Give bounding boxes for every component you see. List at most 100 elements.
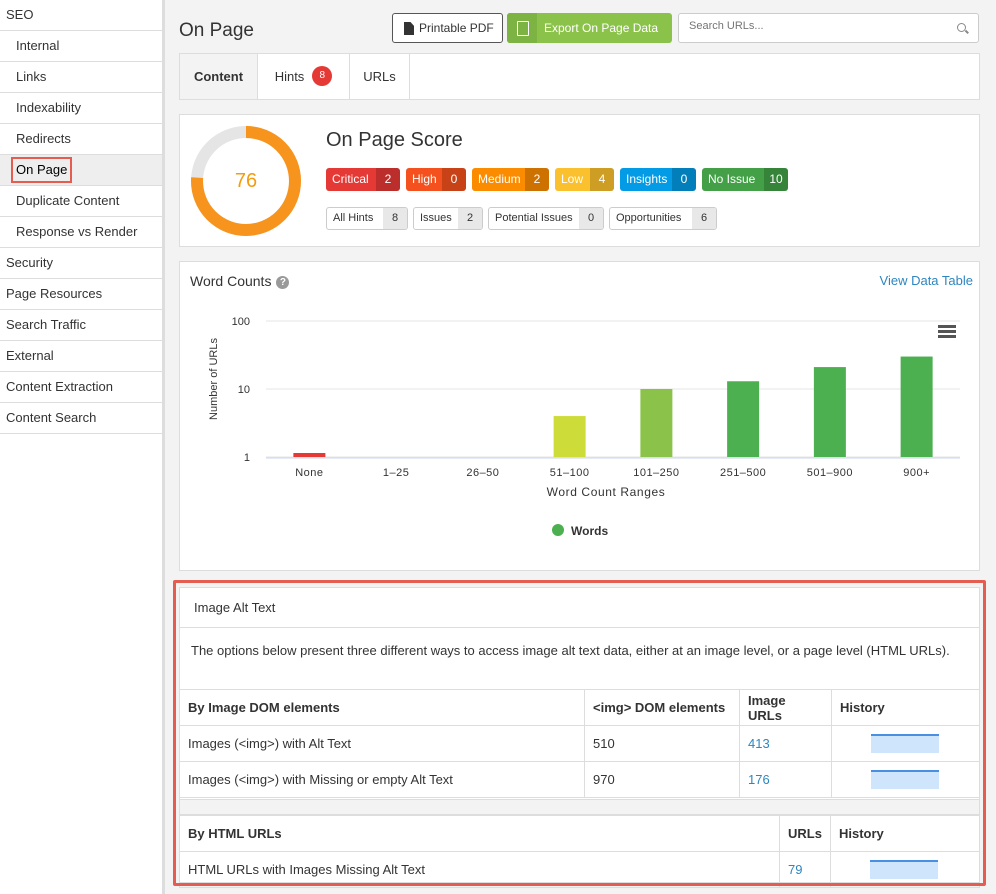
chart-bar bbox=[553, 416, 586, 457]
x-tick-label: 501–900 bbox=[807, 467, 853, 479]
excel-icon bbox=[507, 13, 537, 43]
search-input[interactable] bbox=[689, 20, 939, 32]
hint-count: 2 bbox=[458, 208, 482, 229]
sidebar-item-label: Response vs Render bbox=[16, 224, 138, 239]
table-row: Images (<img>) with Alt Text 510 413 bbox=[179, 725, 980, 762]
sidebar-item-external[interactable]: External bbox=[0, 341, 162, 372]
html-urls-table: By HTML URLs URLs History HTML URLs with… bbox=[179, 815, 980, 888]
hint-filter-opportunities[interactable]: Opportunities 6 bbox=[609, 207, 717, 230]
severity-pill-medium[interactable]: Medium 2 bbox=[472, 168, 549, 191]
printable-pdf-button[interactable]: Printable PDF bbox=[392, 13, 503, 43]
tab-urls[interactable]: URLs bbox=[350, 54, 410, 99]
hint-filter-issues[interactable]: Issues 2 bbox=[413, 207, 483, 230]
tab-hints[interactable]: Hints 8 bbox=[258, 54, 350, 99]
sidebar-item-content-search[interactable]: Content Search bbox=[0, 403, 162, 434]
pill-count: 2 bbox=[376, 168, 400, 191]
x-tick-label: 26–50 bbox=[466, 467, 499, 479]
table-row: HTML URLs with Images Missing Alt Text 7… bbox=[179, 851, 980, 888]
word-counts-card: Word Counts? View Data Table 1 10 100 None 1… bbox=[179, 261, 980, 571]
severity-pill-low[interactable]: Low 4 bbox=[555, 168, 614, 191]
sidebar-item-label: Duplicate Content bbox=[16, 193, 120, 208]
sidebar-item-content-extraction[interactable]: Content Extraction bbox=[0, 372, 162, 403]
y-tick-label: 100 bbox=[232, 316, 250, 328]
severity-pill-insights[interactable]: Insights 0 bbox=[620, 168, 696, 191]
hint-label: All Hints bbox=[333, 212, 374, 224]
history-sparkline[interactable] bbox=[871, 734, 939, 753]
sidebar-item-page-resources[interactable]: Page Resources bbox=[0, 279, 162, 310]
view-data-table-link[interactable]: View Data Table bbox=[879, 273, 973, 288]
chart-menu-icon[interactable] bbox=[938, 325, 956, 339]
pill-label: Insights bbox=[626, 172, 668, 186]
sidebar-item-seo[interactable]: SEO bbox=[0, 0, 165, 31]
pill-label: Low bbox=[561, 172, 584, 186]
y-tick-label: 10 bbox=[238, 384, 250, 396]
table-header: History bbox=[831, 689, 980, 726]
export-label: Export On Page Data bbox=[544, 21, 659, 35]
y-axis-title: Number of URLs bbox=[208, 338, 220, 420]
tab-content[interactable]: Content bbox=[180, 54, 258, 99]
chart-bar bbox=[900, 356, 933, 457]
question-circle-icon[interactable]: ? bbox=[276, 276, 290, 289]
sidebar-item-label: Page Resources bbox=[6, 286, 103, 301]
search-box bbox=[678, 13, 979, 43]
hint-label: Opportunities bbox=[616, 212, 682, 224]
export-on-page-data-button[interactable]: Export On Page Data bbox=[507, 13, 672, 43]
pill-count: 10 bbox=[764, 168, 788, 191]
severity-pill-high[interactable]: High 0 bbox=[406, 168, 466, 191]
legend-label: Words bbox=[571, 524, 608, 538]
chart-bar bbox=[813, 367, 846, 457]
row-label: Images (<img>) with Alt Text bbox=[179, 725, 585, 762]
image-urls-link[interactable]: 176 bbox=[748, 772, 770, 787]
sidebar-item-security[interactable]: Security bbox=[0, 248, 165, 279]
table-header: <img> DOM elements bbox=[584, 689, 740, 726]
table-header: History bbox=[830, 815, 980, 852]
printable-pdf-label: Printable PDF bbox=[419, 21, 494, 35]
sidebar-item-label: Indexability bbox=[16, 100, 82, 115]
pill-count: 0 bbox=[442, 168, 466, 191]
hint-count: 6 bbox=[692, 208, 716, 229]
on-page-score-card: 76 On Page Score Critical 2 High 0 Medium 2 Lo… bbox=[179, 114, 980, 247]
x-tick-label: 251–500 bbox=[720, 467, 766, 479]
main-content: On Page Printable PDF Export On Page Dat… bbox=[165, 0, 996, 894]
severity-pill-critical[interactable]: Critical 2 bbox=[326, 168, 400, 191]
image-alt-text-title: Image Alt Text bbox=[180, 588, 979, 628]
table-separator bbox=[180, 799, 979, 815]
image-alt-text-description: The options below present three differen… bbox=[191, 643, 950, 658]
hint-count: 8 bbox=[383, 208, 407, 229]
search-icon[interactable] bbox=[957, 23, 966, 32]
chart-bar bbox=[727, 381, 760, 457]
hint-label: Potential Issues bbox=[495, 212, 573, 224]
sidebar-item-label: External bbox=[6, 348, 54, 363]
sidebar-item-label: SEO bbox=[6, 7, 34, 22]
sidebar-item-label: Content Search bbox=[6, 410, 97, 425]
pill-label: Medium bbox=[478, 172, 521, 186]
x-tick-label: 101–250 bbox=[633, 467, 679, 479]
severity-pill-no-issue[interactable]: No Issue 10 bbox=[702, 168, 788, 191]
word-counts-title: Word Counts? bbox=[190, 273, 290, 289]
sidebar-item-response-vs-render[interactable]: Response vs Render bbox=[0, 217, 162, 248]
history-sparkline[interactable] bbox=[871, 770, 939, 789]
hint-filter-all-hints[interactable]: All Hints 8 bbox=[326, 207, 408, 230]
hint-label: Issues bbox=[420, 212, 452, 224]
sidebar-item-indexability[interactable]: Indexability bbox=[0, 93, 165, 124]
sidebar-item-on-page[interactable]: On Page bbox=[0, 155, 165, 186]
hint-filter-potential-issues[interactable]: Potential Issues 0 bbox=[488, 207, 604, 230]
tab-label: Content bbox=[193, 69, 244, 84]
sidebar-item-redirects[interactable]: Redirects bbox=[0, 124, 165, 155]
table-header: URLs bbox=[779, 815, 831, 852]
sidebar-item-label: Links bbox=[16, 69, 47, 84]
sidebar-item-duplicate-content[interactable]: Duplicate Content bbox=[0, 186, 165, 217]
file-icon bbox=[404, 22, 414, 35]
dom-count: 510 bbox=[584, 725, 740, 762]
table-row: Images (<img>) with Missing or empty Alt… bbox=[179, 761, 980, 798]
score-title: On Page Score bbox=[326, 129, 463, 151]
sidebar-item-search-traffic[interactable]: Search Traffic bbox=[0, 310, 165, 341]
sidebar-item-links[interactable]: Links bbox=[0, 62, 165, 93]
sidebar-item-internal[interactable]: Internal bbox=[0, 31, 165, 62]
history-sparkline[interactable] bbox=[870, 860, 938, 879]
html-urls-link[interactable]: 79 bbox=[788, 862, 803, 877]
chart-bar bbox=[293, 453, 326, 457]
sidebar-item-label: On Page bbox=[11, 157, 73, 183]
image-urls-link[interactable]: 413 bbox=[748, 736, 770, 751]
sidebar-divider bbox=[162, 0, 165, 894]
